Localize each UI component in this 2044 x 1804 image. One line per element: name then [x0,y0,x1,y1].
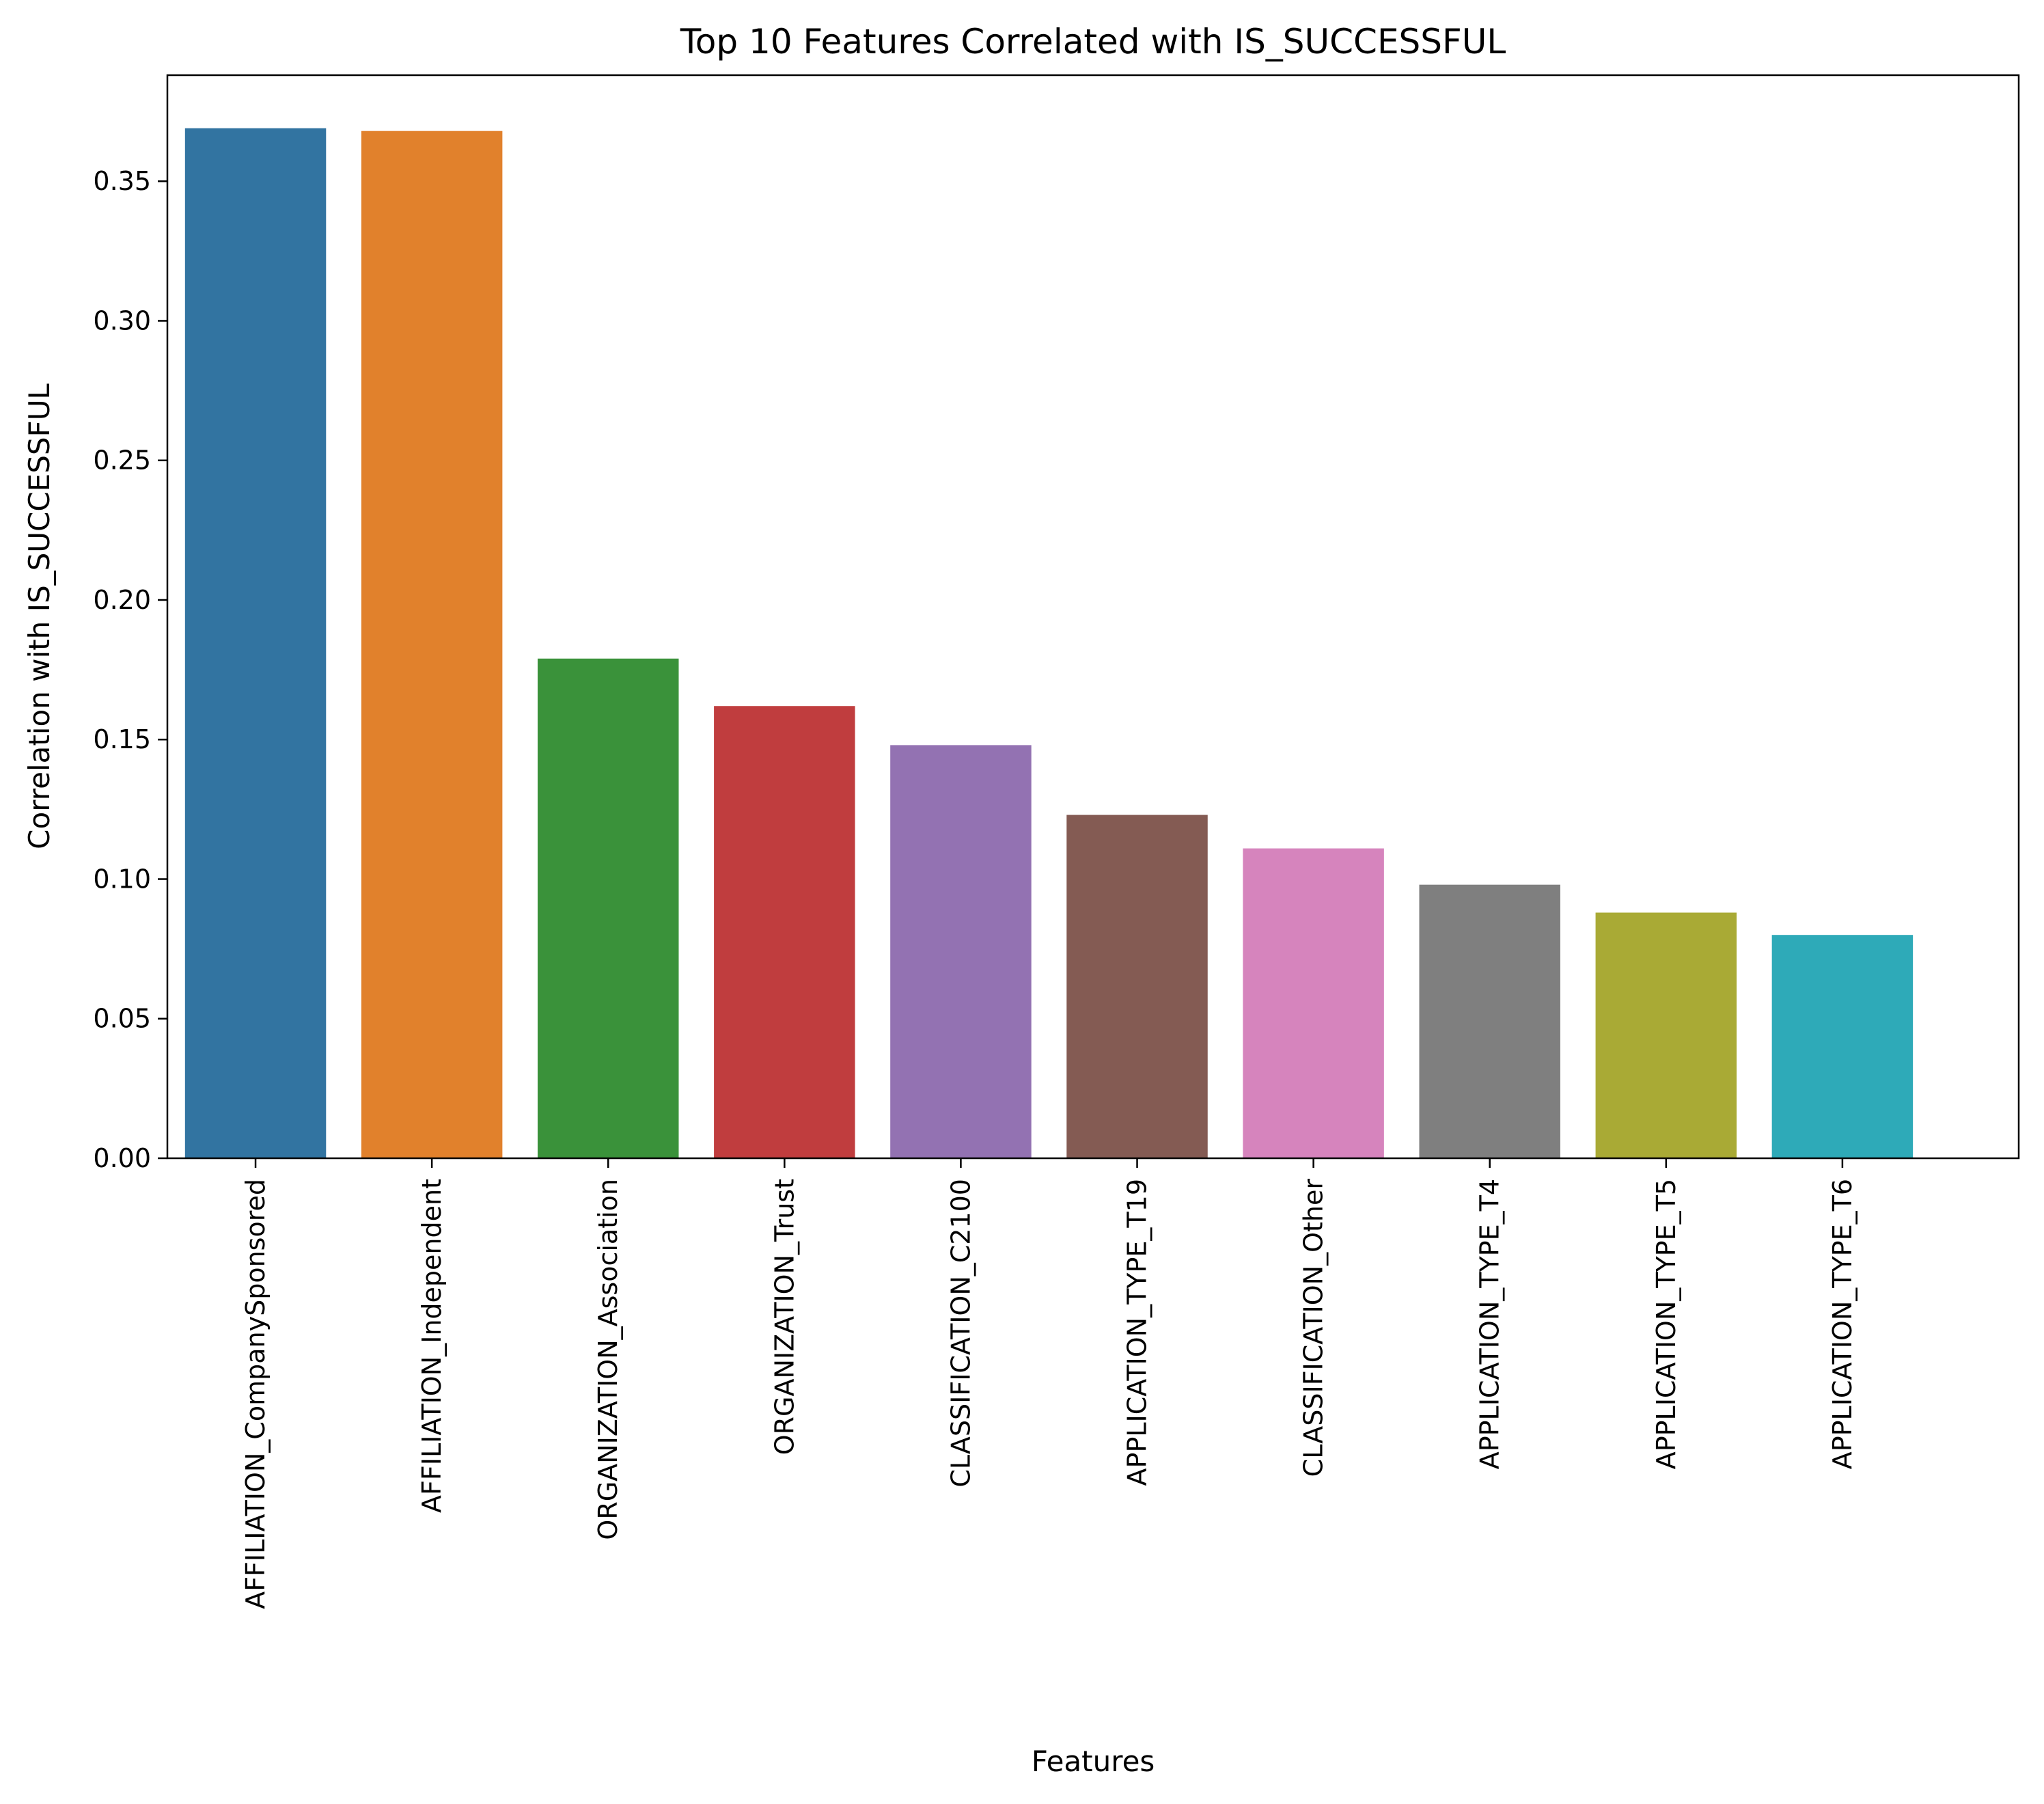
x-tick-label: CLASSIFICATION_Other [1299,1179,1329,1477]
x-tick-label: APPLICATION_TYPE_T4 [1475,1179,1505,1469]
y-axis-title: Correlation with IS_SUCCESSFUL [23,383,56,849]
x-tick-label: CLASSIFICATION_C2100 [945,1179,976,1488]
bar [714,706,855,1158]
bar [1243,848,1384,1158]
x-tick-label: APPLICATION_TYPE_T19 [1122,1179,1152,1486]
chart-title: Top 10 Features Correlated with IS_SUCCE… [680,22,1506,62]
bar [361,131,503,1158]
x-tick-label: ORGANIZATION_Association [593,1179,623,1540]
x-tick-label: ORGANIZATION_Trust [769,1179,799,1455]
y-tick-label: 0.35 [93,166,151,196]
plot-frame [166,74,2020,1160]
x-axis-ticks: AFFILIATION_CompanySponsored AFFILIATION_… [240,1158,1857,1609]
bar [1419,884,1560,1158]
y-tick-label: 0.10 [93,864,151,894]
y-tick-label: 0.30 [93,305,151,336]
x-tick-label: AFFILIATION_Independent [417,1179,447,1513]
y-tick-label: 0.25 [93,446,151,476]
x-axis-title: Features [1032,1745,1155,1778]
y-tick-label: 0.00 [93,1143,151,1173]
y-tick-label: 0.05 [93,1004,151,1034]
y-tick-label: 0.20 [93,585,151,615]
y-axis-ticks: 0.00 0.05 0.10 0.15 0.20 0.25 0.30 0.35 [93,166,167,1173]
bar [538,658,679,1158]
bar [890,745,1032,1158]
x-tick-label: APPLICATION_TYPE_T6 [1827,1179,1857,1469]
bar [1595,912,1737,1158]
bar [1771,935,1914,1158]
x-tick-label: APPLICATION_TYPE_T5 [1651,1179,1681,1469]
y-tick-label: 0.15 [93,724,151,754]
bars [184,128,1914,1159]
x-tick-label: AFFILIATION_CompanySponsored [240,1179,271,1609]
bar [184,128,327,1159]
bar [1066,815,1208,1158]
